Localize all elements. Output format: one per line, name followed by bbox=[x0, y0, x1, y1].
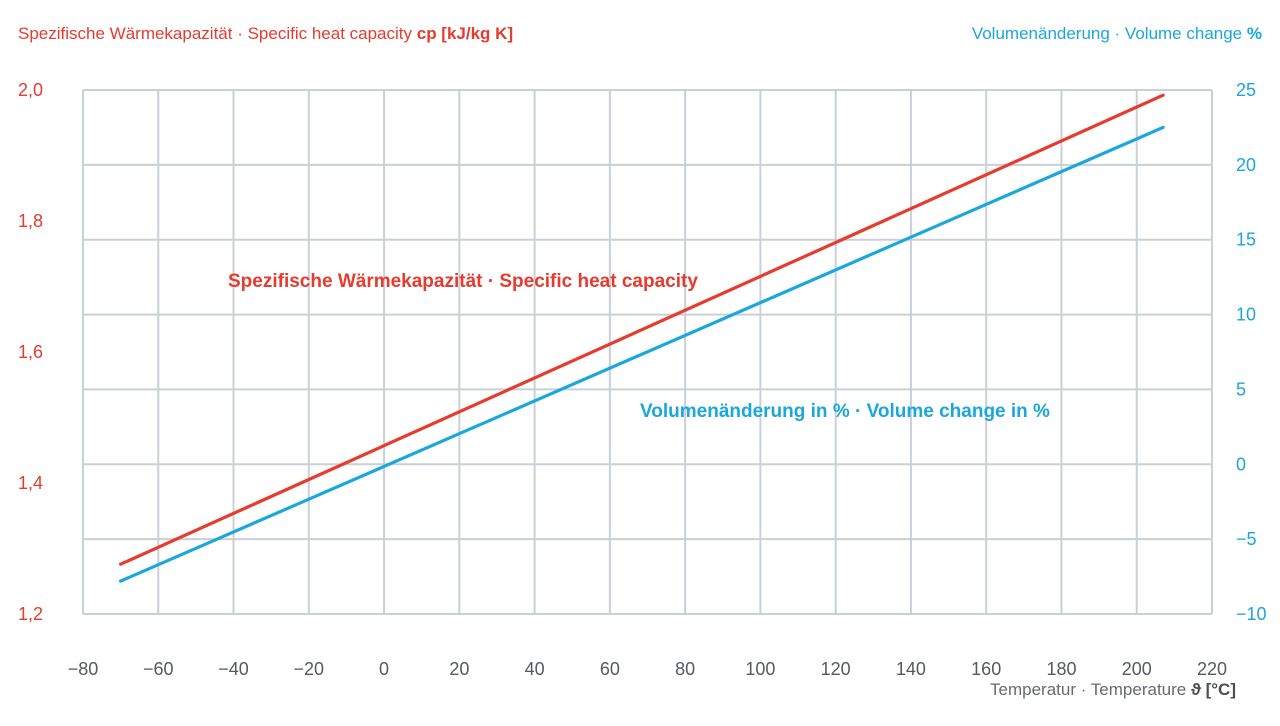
x-axis-title: Temperatur · Temperature ϑ [°C] bbox=[990, 680, 1236, 700]
left-axis-title-text: Spezifische Wärmekapazität · Specific he… bbox=[18, 24, 413, 43]
x-tick-label: 40 bbox=[525, 659, 545, 679]
x-tick-label: 200 bbox=[1122, 659, 1152, 679]
right-axis-title: Volumenänderung · Volume change % bbox=[972, 24, 1262, 44]
x-tick-label: 160 bbox=[971, 659, 1001, 679]
y-left-tick-label: 1,2 bbox=[18, 604, 43, 624]
y-right-tick-label: 10 bbox=[1236, 305, 1256, 325]
y-right-tick-label: 5 bbox=[1236, 379, 1246, 399]
x-tick-label: 100 bbox=[745, 659, 775, 679]
x-tick-label: −20 bbox=[294, 659, 325, 679]
y-right-tick-label: 15 bbox=[1236, 230, 1256, 250]
x-tick-label: 80 bbox=[675, 659, 695, 679]
x-tick-label: 0 bbox=[379, 659, 389, 679]
series-line-volume-change bbox=[118, 125, 1165, 583]
y-right-tick-label: 20 bbox=[1236, 155, 1256, 175]
left-axis-title: Spezifische Wärmekapazität · Specific he… bbox=[18, 24, 513, 44]
y-left-tick-label: 1,4 bbox=[18, 473, 43, 493]
x-tick-label: 140 bbox=[896, 659, 926, 679]
chart-series-labels: Spezifische Wärmekapazität · Specific he… bbox=[228, 271, 1050, 422]
y-right-tick-label: −5 bbox=[1236, 529, 1257, 549]
chart-series bbox=[118, 93, 1165, 583]
series-label-heat-capacity: Spezifische Wärmekapazität · Specific he… bbox=[228, 271, 698, 292]
y-right-tick-label: 0 bbox=[1236, 454, 1246, 474]
y-left-tick-label: 1,6 bbox=[18, 342, 43, 362]
y-right-tick-label: −10 bbox=[1236, 604, 1267, 624]
y-right-tick-label: 25 bbox=[1236, 80, 1256, 100]
x-axis-title-text: Temperatur · Temperature bbox=[990, 680, 1187, 699]
chart-grid bbox=[82, 89, 1213, 615]
x-tick-label: 180 bbox=[1046, 659, 1076, 679]
x-axis-unit: ϑ [°C] bbox=[1190, 680, 1236, 699]
series-label-volume-change: Volumenänderung in % · Volume change in … bbox=[640, 401, 1050, 422]
x-tick-label: −60 bbox=[143, 659, 174, 679]
x-tick-label: 220 bbox=[1197, 659, 1227, 679]
series-line-heat-capacity bbox=[118, 93, 1165, 566]
x-tick-label: 20 bbox=[449, 659, 469, 679]
x-tick-label: −40 bbox=[218, 659, 249, 679]
x-tick-label: 120 bbox=[821, 659, 851, 679]
chart-ticks: −80 −60 −40 −20 0 20 40 60 80 100 120 140 160 180 200 2… bbox=[18, 80, 1267, 679]
y-left-tick-label: 1,8 bbox=[18, 211, 43, 231]
x-tick-label: 60 bbox=[600, 659, 620, 679]
left-axis-unit: cp [kJ/kg K] bbox=[416, 24, 514, 43]
right-axis-title-text: Volumenänderung · Volume change bbox=[971, 24, 1243, 43]
y-left-tick-label: 2,0 bbox=[18, 80, 43, 100]
right-axis-unit: % bbox=[1246, 24, 1262, 43]
x-tick-label: −80 bbox=[68, 659, 99, 679]
